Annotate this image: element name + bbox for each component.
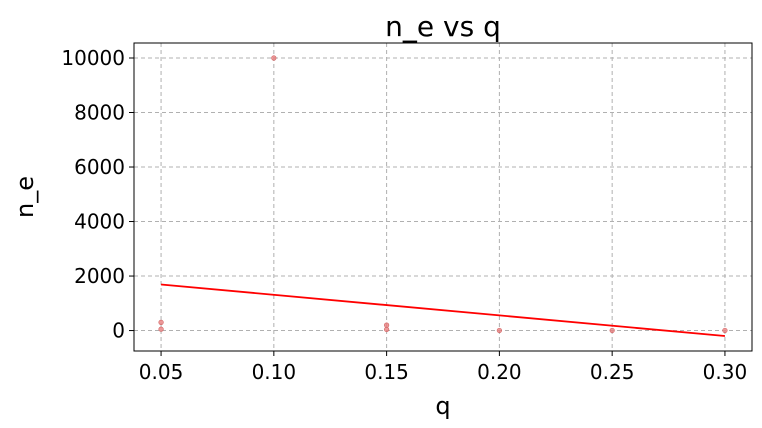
y-tick-label-3: 6000 — [74, 155, 125, 179]
y-tick-label-1: 2000 — [74, 264, 125, 288]
y-tick-label-0: 0 — [112, 319, 125, 343]
x-tick-label-1: 0.10 — [252, 360, 297, 384]
data-point-1 — [158, 326, 164, 332]
x-tick-label-2: 0.15 — [364, 360, 409, 384]
data-point-2 — [271, 55, 277, 61]
x-tick-label-5: 0.30 — [703, 360, 748, 384]
grid — [134, 43, 752, 351]
y-tick-label-4: 8000 — [74, 101, 125, 125]
x-tick-label-3: 0.20 — [477, 360, 522, 384]
x-axis-label: q — [435, 392, 450, 420]
trend-line — [160, 283, 726, 337]
y-tick-label-2: 4000 — [74, 210, 125, 234]
y-tick-label-5: 10000 — [61, 46, 125, 70]
x-tick-label-0: 0.05 — [139, 360, 184, 384]
plot-frame — [133, 42, 753, 352]
y-axis-ticks: 0 2000 4000 6000 8000 10000 — [61, 46, 134, 343]
data-point-6 — [609, 327, 615, 334]
data-point-3 — [384, 322, 390, 328]
data-point-0 — [158, 319, 164, 325]
trend-line-group — [160, 283, 726, 337]
data-points — [158, 55, 728, 334]
x-tick-label-4: 0.25 — [590, 360, 635, 384]
data-point-4 — [384, 326, 390, 333]
data-point-5 — [496, 327, 502, 334]
data-point-7 — [722, 327, 728, 334]
x-axis-ticks: 0.05 0.10 0.15 0.20 0.25 0.30 — [139, 351, 747, 384]
chart-title: n_e vs q — [385, 10, 501, 43]
y-axis-label: n_e — [11, 176, 39, 218]
